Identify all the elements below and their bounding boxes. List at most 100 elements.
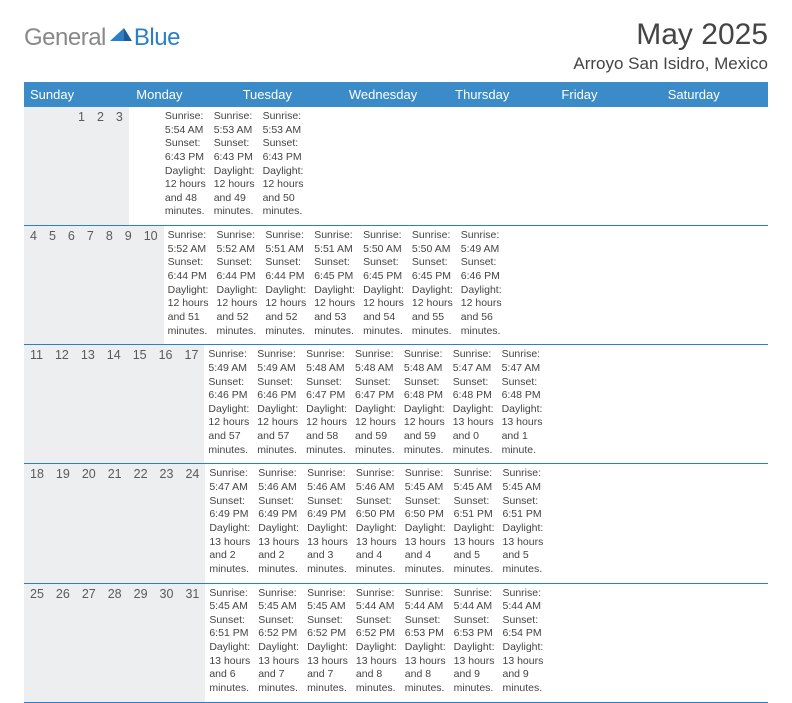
daylight-text: and 4 minutes. xyxy=(356,549,397,576)
sunrise-text: Sunrise: 5:50 AM xyxy=(363,229,404,256)
sunrise-text: Sunrise: 5:44 AM xyxy=(503,587,544,614)
daylight-text: and 55 minutes. xyxy=(412,311,453,338)
day-number: 15 xyxy=(127,345,153,463)
sunset-text: Sunset: 6:52 PM xyxy=(356,614,397,641)
sunrise-text: Sunrise: 5:53 AM xyxy=(263,110,304,137)
sunset-text: Sunset: 6:54 PM xyxy=(503,614,544,641)
day-cell: Sunrise: 5:49 AMSunset: 6:46 PMDaylight:… xyxy=(204,345,253,463)
day-cell: Sunrise: 5:45 AMSunset: 6:51 PMDaylight:… xyxy=(205,584,254,702)
weeks-container: 123Sunrise: 5:54 AMSunset: 6:43 PMDaylig… xyxy=(24,107,768,703)
day-cell xyxy=(153,107,161,225)
day-number: 5 xyxy=(43,226,62,344)
sunrise-text: Sunrise: 5:44 AM xyxy=(454,587,495,614)
daylight-text: and 5 minutes. xyxy=(454,549,495,576)
sunset-text: Sunset: 6:45 PM xyxy=(363,256,404,283)
day-cell: Sunrise: 5:48 AMSunset: 6:47 PMDaylight:… xyxy=(302,345,351,463)
day-number: 26 xyxy=(50,584,76,702)
day-number: 8 xyxy=(100,226,119,344)
sunrise-text: Sunrise: 5:45 AM xyxy=(209,587,250,614)
sunset-text: Sunset: 6:45 PM xyxy=(412,256,453,283)
day-cell: Sunrise: 5:47 AMSunset: 6:48 PMDaylight:… xyxy=(449,345,498,463)
day-number: 22 xyxy=(128,464,154,582)
day-cell: Sunrise: 5:44 AMSunset: 6:53 PMDaylight:… xyxy=(401,584,450,702)
sunset-text: Sunset: 6:51 PM xyxy=(503,495,544,522)
sunrise-text: Sunrise: 5:47 AM xyxy=(453,348,494,375)
day-number: 19 xyxy=(50,464,76,582)
week-row: 18192021222324Sunrise: 5:47 AMSunset: 6:… xyxy=(24,464,768,583)
sunset-text: Sunset: 6:51 PM xyxy=(454,495,495,522)
sunset-text: Sunset: 6:46 PM xyxy=(257,376,298,403)
day-body-row: Sunrise: 5:47 AMSunset: 6:49 PMDaylight:… xyxy=(205,464,547,582)
daylight-text: Daylight: 13 hours xyxy=(307,522,348,549)
sunset-text: Sunset: 6:49 PM xyxy=(209,495,250,522)
sunset-text: Sunset: 6:48 PM xyxy=(453,376,494,403)
weekday-header: Friday xyxy=(555,82,661,107)
weekday-header: Wednesday xyxy=(343,82,449,107)
weekday-header: Thursday xyxy=(449,82,555,107)
daylight-text: Daylight: 13 hours xyxy=(454,522,495,549)
sunset-text: Sunset: 6:51 PM xyxy=(209,614,250,641)
day-number: 16 xyxy=(153,345,179,463)
daylight-text: Daylight: 13 hours xyxy=(502,403,543,430)
sunrise-text: Sunrise: 5:44 AM xyxy=(405,587,446,614)
brand-mark-icon xyxy=(110,24,132,47)
week-row: 123Sunrise: 5:54 AMSunset: 6:43 PMDaylig… xyxy=(24,107,768,226)
daylight-text: Daylight: 12 hours xyxy=(168,284,209,311)
daylight-text: and 52 minutes. xyxy=(216,311,257,338)
day-number xyxy=(60,107,72,225)
sunset-text: Sunset: 6:53 PM xyxy=(454,614,495,641)
day-cell: Sunrise: 5:46 AMSunset: 6:50 PMDaylight:… xyxy=(352,464,401,582)
day-cell: Sunrise: 5:53 AMSunset: 6:43 PMDaylight:… xyxy=(259,107,308,225)
sunrise-text: Sunrise: 5:54 AM xyxy=(165,110,206,137)
day-cell: Sunrise: 5:50 AMSunset: 6:45 PMDaylight:… xyxy=(408,226,457,344)
sunrise-text: Sunrise: 5:45 AM xyxy=(405,467,446,494)
day-cell xyxy=(129,107,137,225)
day-body-row: Sunrise: 5:52 AMSunset: 6:44 PMDaylight:… xyxy=(164,226,506,344)
day-number: 12 xyxy=(49,345,75,463)
day-body-row: Sunrise: 5:49 AMSunset: 6:46 PMDaylight:… xyxy=(204,345,546,463)
sunrise-text: Sunrise: 5:48 AM xyxy=(404,348,445,375)
daylight-text: and 52 minutes. xyxy=(265,311,306,338)
daynum-row: 25262728293031 xyxy=(24,584,205,702)
daylight-text: and 49 minutes. xyxy=(214,192,255,219)
day-number: 18 xyxy=(24,464,50,582)
day-cell: Sunrise: 5:47 AMSunset: 6:48 PMDaylight:… xyxy=(498,345,547,463)
sunset-text: Sunset: 6:48 PM xyxy=(502,376,543,403)
day-number: 28 xyxy=(102,584,128,702)
sunset-text: Sunset: 6:50 PM xyxy=(356,495,397,522)
day-number: 29 xyxy=(128,584,154,702)
week-row: 25262728293031Sunrise: 5:45 AMSunset: 6:… xyxy=(24,584,768,703)
daylight-text: Daylight: 13 hours xyxy=(503,522,544,549)
sunset-text: Sunset: 6:52 PM xyxy=(258,614,299,641)
day-cell: Sunrise: 5:54 AMSunset: 6:43 PMDaylight:… xyxy=(161,107,210,225)
day-number: 11 xyxy=(24,345,49,463)
sunset-text: Sunset: 6:48 PM xyxy=(404,376,445,403)
day-number: 21 xyxy=(102,464,128,582)
day-number: 24 xyxy=(179,464,205,582)
sunrise-text: Sunrise: 5:48 AM xyxy=(306,348,347,375)
brand-logo: General Blue xyxy=(24,24,180,52)
daynum-row: 45678910 xyxy=(24,226,164,344)
daynum-row: 11121314151617 xyxy=(24,345,204,463)
sunset-text: Sunset: 6:46 PM xyxy=(461,256,502,283)
daylight-text: and 2 minutes. xyxy=(258,549,299,576)
day-cell: Sunrise: 5:44 AMSunset: 6:52 PMDaylight:… xyxy=(352,584,401,702)
day-number xyxy=(48,107,60,225)
title-block: May 2025 Arroyo San Isidro, Mexico xyxy=(573,18,768,74)
sunset-text: Sunset: 6:46 PM xyxy=(208,376,249,403)
brand-text-gray: General xyxy=(24,24,106,52)
sunrise-text: Sunrise: 5:46 AM xyxy=(356,467,397,494)
daylight-text: and 59 minutes. xyxy=(404,430,445,457)
day-number: 30 xyxy=(154,584,180,702)
sunrise-text: Sunrise: 5:48 AM xyxy=(355,348,396,375)
sunrise-text: Sunrise: 5:49 AM xyxy=(461,229,502,256)
daylight-text: and 57 minutes. xyxy=(208,430,249,457)
daylight-text: and 54 minutes. xyxy=(363,311,404,338)
week-row: 45678910Sunrise: 5:52 AMSunset: 6:44 PMD… xyxy=(24,226,768,345)
sunset-text: Sunset: 6:47 PM xyxy=(355,376,396,403)
sunrise-text: Sunrise: 5:46 AM xyxy=(307,467,348,494)
daylight-text: and 8 minutes. xyxy=(405,668,446,695)
sunset-text: Sunset: 6:47 PM xyxy=(306,376,347,403)
location-subtitle: Arroyo San Isidro, Mexico xyxy=(573,54,768,74)
day-cell: Sunrise: 5:46 AMSunset: 6:49 PMDaylight:… xyxy=(254,464,303,582)
